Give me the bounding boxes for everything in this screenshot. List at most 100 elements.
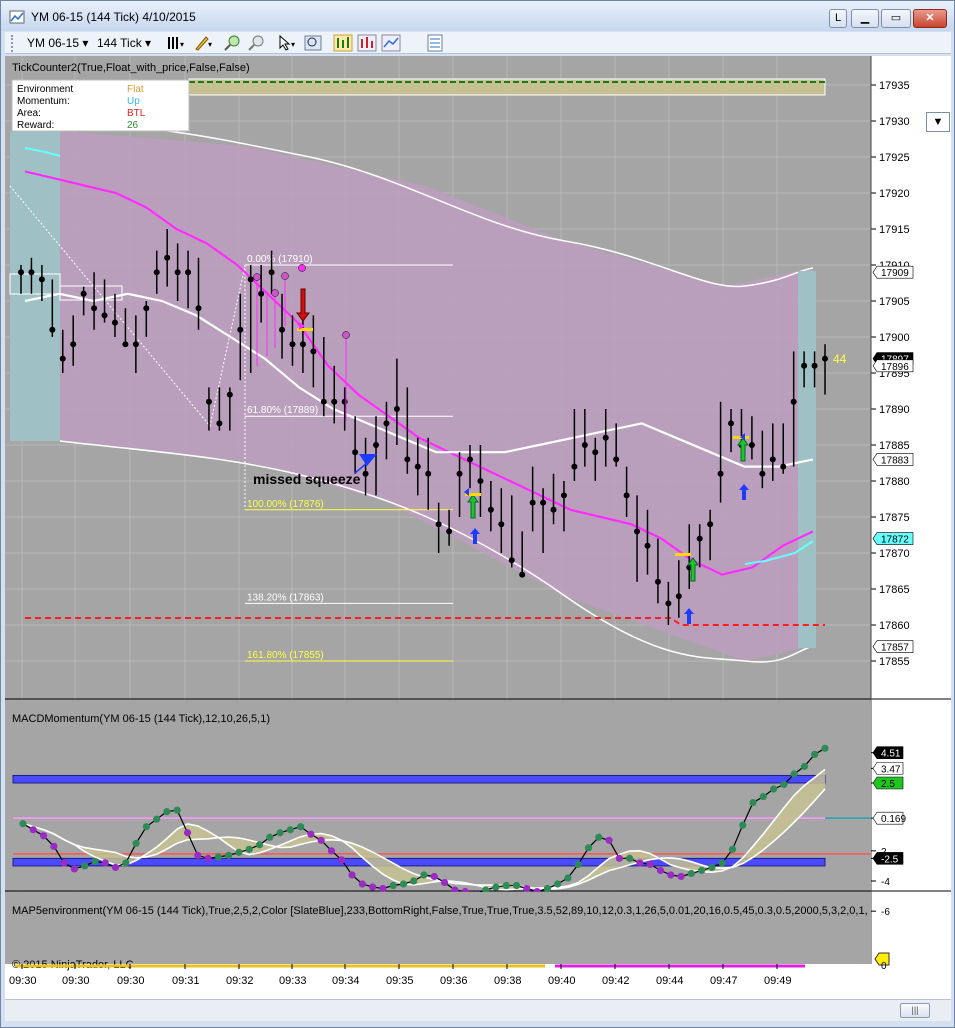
white-ma-line (24, 292, 814, 468)
scrollbar-thumb[interactable]: ||| (900, 1003, 930, 1018)
candle-close (279, 326, 286, 333)
macd-dot-down (358, 880, 366, 888)
macd-axis: 4.513.472.50.1692-2.5-4-6 (825, 746, 906, 918)
price-marker-label: 17883 (881, 455, 909, 466)
chart-menu-dropdown[interactable]: ▼ (926, 112, 950, 132)
buy-arrow-icon-2 (687, 557, 699, 582)
macd-label: MACDMomentum(YM 06-15 (144 Tick),12,10,2… (12, 713, 270, 725)
macd-dot-down (615, 854, 623, 862)
price-marker-label: 17872 (881, 535, 909, 546)
candle-close (644, 542, 651, 549)
macd-tick-label: -2.5 (881, 854, 899, 865)
maximize-button[interactable]: ▭ (881, 9, 911, 28)
svg-text:▾: ▾ (208, 40, 212, 49)
price-axis: 1793517930179251792017915179101790517900… (871, 80, 910, 668)
bar-style-icon[interactable]: ▾ (165, 34, 185, 52)
candle-close (132, 341, 139, 348)
macd-dot-down (70, 865, 79, 873)
time-axis-bg (5, 964, 871, 999)
macd-dot-down (60, 859, 68, 867)
toolbar-grip[interactable] (11, 35, 15, 52)
macd-dots (19, 744, 829, 899)
zoom-in-icon[interactable] (223, 34, 243, 52)
candle-close (790, 398, 797, 405)
map5-label: MAP5environment(YM 06-15 (144 Tick),True… (12, 905, 868, 917)
divergence-markers (253, 264, 350, 421)
macd-dot-down (605, 836, 613, 844)
link-button[interactable]: L (829, 9, 847, 28)
chart-area[interactable]: 0.00% (17910) 61.80% (17889) 100.00% (1787… (5, 56, 951, 999)
title-bar: YM 06-15 (144 Tick) 4/10/2015 L ▁ ▭ ✕ (1, 1, 954, 31)
candle-close (477, 478, 484, 484)
horizontal-scrollbar[interactable]: ||| (5, 999, 951, 1021)
tick-counter-label: TickCounter2(True,Float_with_price,False… (12, 62, 250, 74)
instrument-label: YM 06-15 (27, 36, 80, 50)
candle-close (59, 355, 66, 362)
draw-pencil-icon[interactable]: ▾ (193, 34, 213, 52)
sell-arrow-icon (296, 288, 310, 322)
price-tick-label: 17900 (879, 332, 910, 344)
magnify-icon[interactable] (303, 34, 323, 52)
candle-close (759, 470, 766, 477)
macd-marker (872, 762, 904, 775)
interval-label: 144 Tick (97, 36, 142, 50)
time-tick-label: 09:33 (279, 975, 307, 987)
chart-properties-icon[interactable] (333, 34, 353, 52)
zoom-out-icon[interactable] (247, 34, 267, 52)
chart-canvas[interactable]: 0.00% (17910) 61.80% (17889) 100.00% (1787… (5, 56, 951, 999)
price-tick-label: 17880 (879, 476, 910, 488)
candle-close (498, 521, 505, 528)
price-tick-label: 17855 (879, 656, 910, 668)
macd-dot-up (286, 826, 294, 834)
indicators-icon[interactable] (357, 34, 377, 52)
macd-dot-up (410, 877, 418, 885)
macd-dot-down (379, 884, 387, 893)
macd-dot-down (317, 836, 325, 844)
macd-dot-down (307, 830, 315, 838)
candle-close (466, 456, 473, 463)
macd-dot-up (19, 820, 27, 828)
macd-dot-up (718, 859, 726, 867)
status-momentum-value: Up (127, 96, 140, 107)
candle-close (373, 442, 380, 448)
tick-count-label: 44 (833, 352, 847, 366)
close-button[interactable]: ✕ (913, 9, 947, 28)
macd-dot-up (266, 833, 274, 841)
candle-close (717, 470, 724, 477)
candle-close (560, 492, 567, 499)
macd-dot-down (183, 829, 192, 837)
macd-dot-up (245, 845, 253, 853)
time-tick-label: 09:30 (62, 975, 90, 987)
price-tick-label: 17885 (879, 440, 910, 452)
squeeze-zone-right (798, 271, 816, 648)
time-tick-label: 09:32 (226, 975, 254, 987)
status-momentum-label: Momentum: (17, 96, 70, 107)
candle-close (310, 348, 317, 355)
candle-close (80, 290, 87, 297)
strategies-icon[interactable] (381, 34, 401, 52)
support-line (25, 617, 825, 626)
pointer-icon[interactable]: ▾ (277, 34, 297, 52)
interval-selector[interactable]: 144 Tick ▾ (97, 36, 152, 50)
candle-close (581, 442, 588, 448)
range-box-a (9, 273, 61, 295)
time-tick-label: 09:35 (386, 975, 414, 987)
instrument-selector[interactable]: YM 06-15 ▾ (27, 36, 89, 50)
macd-marker (872, 811, 904, 825)
candle-close (425, 470, 432, 477)
time-tick-label: 09:36 (440, 975, 468, 987)
macd-tick-label: -6 (881, 907, 890, 918)
candle-close (675, 593, 682, 600)
map5-panel-bg (5, 892, 871, 964)
status-environment-label: Environment (17, 84, 73, 95)
candle-close (205, 398, 212, 405)
minimize-button[interactable]: ▁ (851, 9, 879, 28)
macd-dot-up (811, 750, 819, 758)
data-box-icon[interactable] (425, 34, 445, 52)
macd-dot-down (677, 872, 685, 881)
candle-close (320, 398, 327, 405)
price-markers: 179091789717896178831787217857 (872, 265, 914, 654)
candle-close (122, 341, 129, 348)
macd-dot-up (780, 780, 788, 789)
candle-close (362, 470, 369, 477)
